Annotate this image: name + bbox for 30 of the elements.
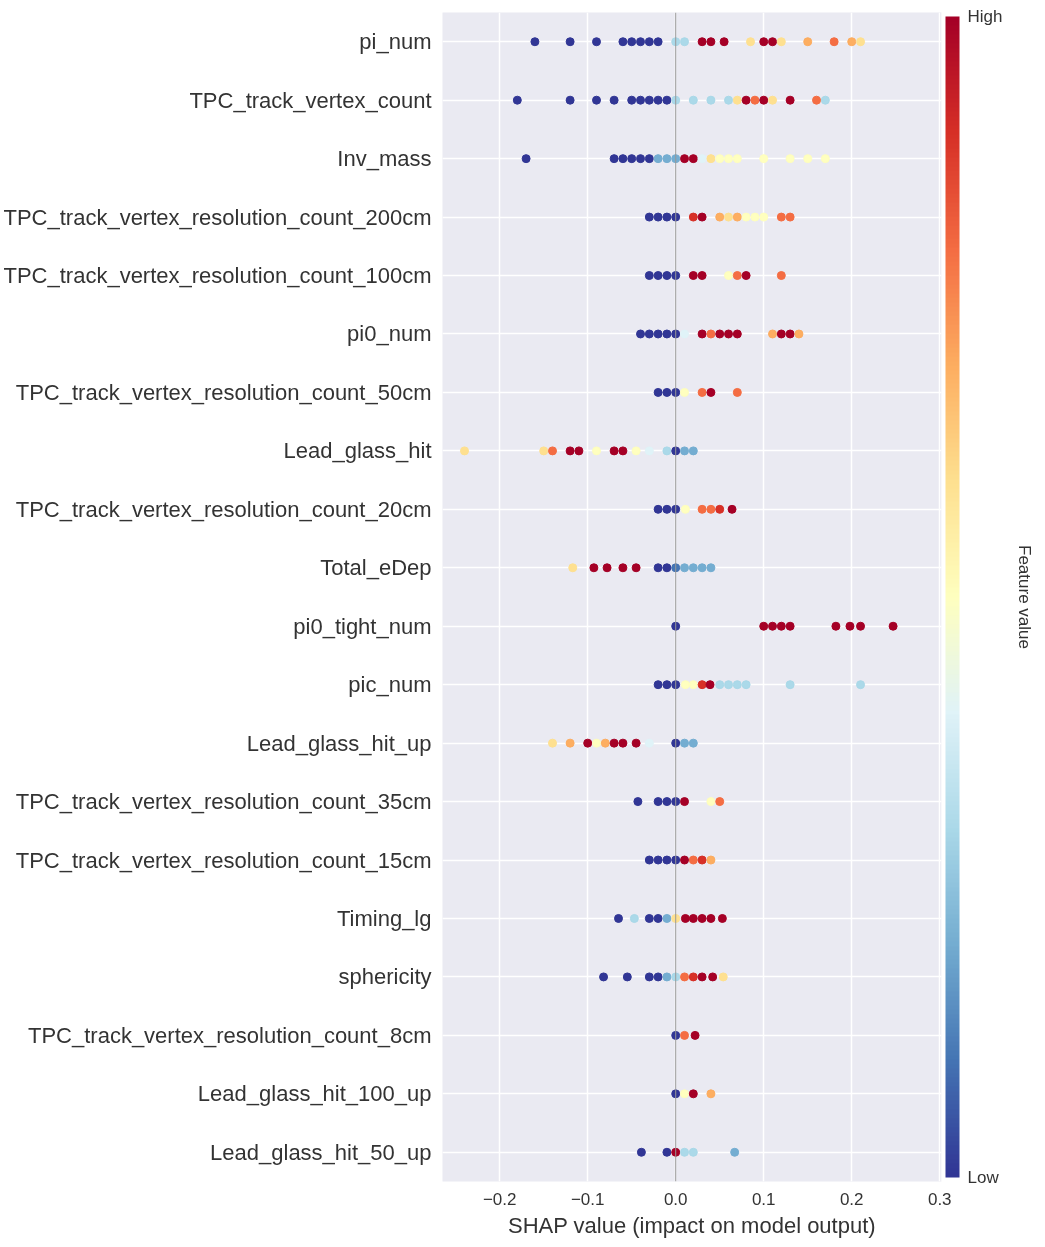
- y-tick-label: TPC_track_vertex_resolution_count_50cm: [15, 379, 432, 405]
- x-tick-label: 0.2: [839, 1189, 864, 1209]
- color-bar-label: Low: [967, 1168, 1000, 1187]
- y-tick-label: pic_num: [348, 672, 432, 698]
- x-tick-label: −0.2: [482, 1189, 517, 1209]
- y-tick-label: TPC_track_vertex_resolution_count_100cm: [3, 263, 432, 289]
- x-tick-label: 0.3: [927, 1189, 952, 1209]
- y-tick-label: pi0_num: [347, 321, 432, 347]
- x-tick-label: 0.1: [751, 1189, 776, 1209]
- y-tick-label: Lead_glass_hit: [283, 438, 432, 464]
- y-tick-label: Total_eDep: [320, 555, 432, 581]
- y-tick-label: Inv_mass: [337, 146, 432, 172]
- color-bar-label: High: [967, 7, 1003, 26]
- y-tick-label: TPC_track_vertex_resolution_count_15cm: [15, 847, 432, 873]
- x-axis-title: SHAP value (impact on model output): [507, 1212, 876, 1238]
- y-tick-label: TPC_track_vertex_resolution_count_200cm: [3, 204, 432, 230]
- y-tick-label: TPC_track_vertex_resolution_count_8cm: [27, 1022, 432, 1048]
- y-tick-label: Lead_glass_hit_up: [246, 730, 432, 756]
- y-tick-label: TPC_track_vertex_resolution_count_20cm: [15, 496, 432, 522]
- y-tick-label: sphericity: [338, 964, 432, 990]
- x-tick-label: 0.0: [663, 1189, 688, 1209]
- x-tick-label: −0.1: [570, 1189, 605, 1209]
- y-tick-label: Timing_lg: [336, 905, 432, 931]
- y-tick-label: pi0_tight_num: [293, 613, 432, 639]
- y-tick-label: TPC_track_vertex_count: [189, 87, 432, 113]
- color-bar-title: Feature value: [1014, 545, 1034, 649]
- y-tick-label: TPC_track_vertex_resolution_count_35cm: [15, 789, 432, 815]
- y-tick-label: Lead_glass_hit_50_up: [210, 1139, 432, 1165]
- y-tick-label: Lead_glass_hit_100_up: [197, 1081, 432, 1107]
- y-tick-label: pi_num: [359, 29, 432, 55]
